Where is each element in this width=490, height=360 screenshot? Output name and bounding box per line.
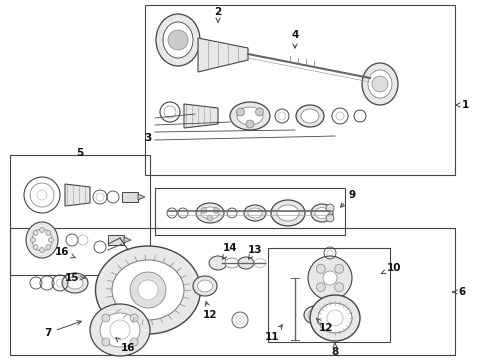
Circle shape <box>207 215 213 221</box>
Circle shape <box>372 76 388 92</box>
Ellipse shape <box>201 207 219 219</box>
Circle shape <box>102 314 110 322</box>
Circle shape <box>326 204 334 212</box>
Circle shape <box>335 283 343 292</box>
Text: 3: 3 <box>145 133 152 143</box>
Circle shape <box>138 280 158 300</box>
Circle shape <box>33 230 38 235</box>
Text: 12: 12 <box>316 318 333 333</box>
Circle shape <box>46 230 51 235</box>
Circle shape <box>317 283 325 292</box>
Ellipse shape <box>311 204 333 222</box>
Ellipse shape <box>100 313 140 347</box>
Ellipse shape <box>90 304 150 356</box>
Circle shape <box>213 207 219 213</box>
Ellipse shape <box>362 63 398 105</box>
Bar <box>10 228 455 355</box>
Ellipse shape <box>308 310 322 320</box>
Circle shape <box>130 314 138 322</box>
Ellipse shape <box>112 260 184 320</box>
Circle shape <box>30 238 35 243</box>
Ellipse shape <box>67 277 83 289</box>
Ellipse shape <box>32 229 52 251</box>
Circle shape <box>255 108 264 116</box>
Circle shape <box>33 244 38 249</box>
Text: 14: 14 <box>222 243 237 259</box>
Ellipse shape <box>237 107 263 125</box>
Text: 6: 6 <box>453 287 466 297</box>
Text: 12: 12 <box>203 302 217 320</box>
Circle shape <box>40 248 45 252</box>
Text: 5: 5 <box>76 148 84 158</box>
Ellipse shape <box>304 306 326 324</box>
Text: 16: 16 <box>116 338 135 353</box>
Circle shape <box>323 271 337 285</box>
Ellipse shape <box>271 200 305 226</box>
Circle shape <box>130 338 138 346</box>
Polygon shape <box>184 104 218 128</box>
Polygon shape <box>108 235 124 245</box>
Circle shape <box>40 228 45 233</box>
Text: 11: 11 <box>265 325 282 342</box>
Ellipse shape <box>301 109 319 123</box>
Text: 9: 9 <box>341 190 356 207</box>
Bar <box>155 188 345 235</box>
Ellipse shape <box>62 273 88 293</box>
Ellipse shape <box>296 105 324 127</box>
Circle shape <box>102 338 110 346</box>
Circle shape <box>130 272 166 308</box>
Text: 8: 8 <box>331 343 339 357</box>
Polygon shape <box>124 237 131 243</box>
Text: 16: 16 <box>55 247 75 258</box>
Ellipse shape <box>244 205 266 221</box>
Text: 1: 1 <box>456 100 468 110</box>
Ellipse shape <box>315 207 329 219</box>
Ellipse shape <box>196 203 224 223</box>
Ellipse shape <box>163 22 193 58</box>
Circle shape <box>317 264 325 273</box>
Circle shape <box>326 214 334 222</box>
Polygon shape <box>198 38 248 72</box>
Text: 15: 15 <box>65 273 85 283</box>
Ellipse shape <box>225 258 239 268</box>
Circle shape <box>246 120 254 128</box>
Ellipse shape <box>230 102 270 130</box>
Ellipse shape <box>318 303 352 333</box>
Ellipse shape <box>209 256 227 270</box>
Circle shape <box>168 30 188 50</box>
Ellipse shape <box>156 14 200 66</box>
Text: 7: 7 <box>44 321 81 338</box>
Ellipse shape <box>248 208 262 218</box>
Polygon shape <box>122 192 138 202</box>
Bar <box>268 248 390 342</box>
Circle shape <box>237 108 245 116</box>
Circle shape <box>308 256 352 300</box>
Circle shape <box>46 244 51 249</box>
Circle shape <box>335 264 343 273</box>
Ellipse shape <box>193 276 217 296</box>
Circle shape <box>49 238 53 243</box>
Text: 4: 4 <box>292 30 299 48</box>
Text: 13: 13 <box>248 245 262 259</box>
Polygon shape <box>138 194 145 200</box>
Bar <box>10 155 150 275</box>
Circle shape <box>201 207 207 213</box>
Ellipse shape <box>96 246 200 334</box>
Text: 2: 2 <box>215 7 221 23</box>
Text: 10: 10 <box>381 263 401 274</box>
Ellipse shape <box>238 257 254 269</box>
Polygon shape <box>65 184 90 206</box>
Ellipse shape <box>277 205 299 221</box>
Ellipse shape <box>26 222 58 258</box>
Ellipse shape <box>197 280 213 292</box>
Ellipse shape <box>368 70 392 98</box>
Bar <box>145 5 455 175</box>
Ellipse shape <box>310 295 360 341</box>
